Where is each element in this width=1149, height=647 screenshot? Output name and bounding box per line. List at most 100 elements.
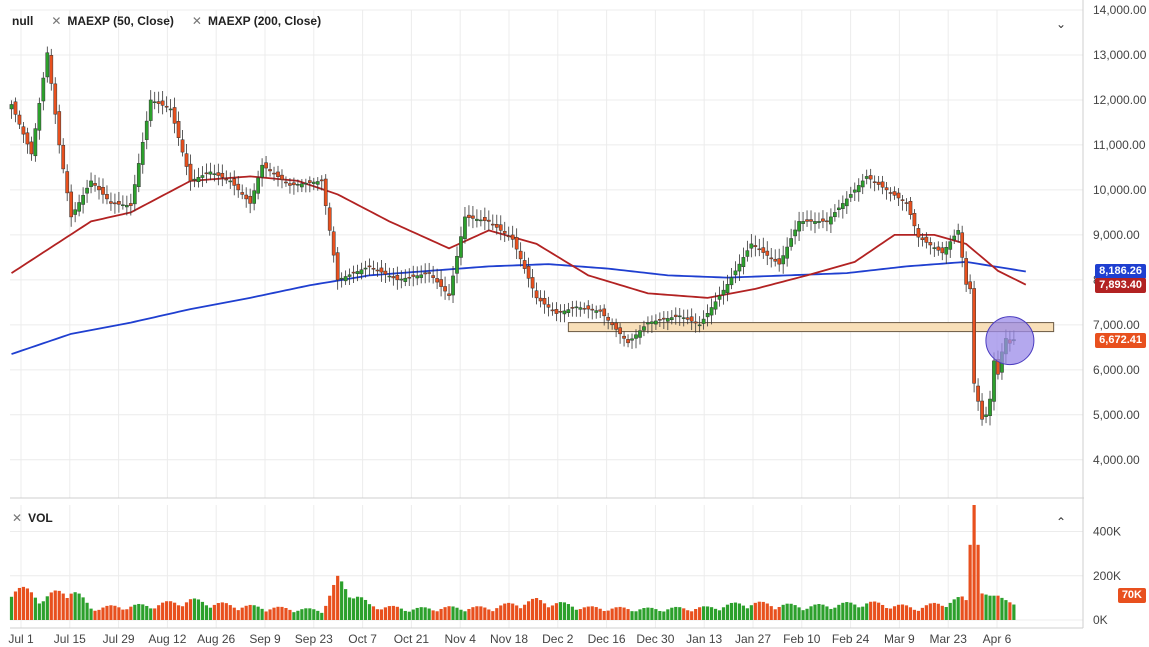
- candle: [427, 262, 432, 283]
- volume-bar: [992, 595, 996, 620]
- candle-body: [661, 317, 666, 320]
- volume-bar: [761, 601, 765, 620]
- candle: [180, 129, 185, 157]
- volume-bar: [920, 607, 924, 620]
- candle-body: [200, 175, 205, 178]
- remove-ma200-icon[interactable]: ✕: [191, 14, 202, 28]
- candle: [296, 179, 300, 193]
- volume-bar: [606, 610, 610, 620]
- volume-bar: [749, 605, 753, 620]
- candle: [697, 316, 702, 333]
- x-tick-label: Dec 2: [542, 632, 574, 646]
- x-tick-label: Apr 6: [983, 632, 1012, 646]
- volume-bar: [296, 610, 300, 620]
- volume-bar: [499, 605, 503, 620]
- volume-bar: [451, 606, 455, 620]
- volume-bar: [17, 587, 22, 620]
- candle: [745, 240, 750, 262]
- volume-bar: [97, 609, 101, 620]
- volume-bar: [363, 599, 368, 620]
- candle: [749, 234, 754, 258]
- candle-body: [538, 297, 543, 302]
- candle: [578, 301, 583, 317]
- volume-bar: [781, 604, 785, 620]
- candle: [944, 241, 949, 265]
- remove-volume-icon[interactable]: ✕: [12, 511, 23, 525]
- candle-body: [77, 202, 81, 212]
- x-tick-label: Mar 9: [884, 632, 915, 646]
- candle-body: [872, 181, 877, 183]
- candle-body: [936, 246, 941, 251]
- volume-bar: [614, 607, 618, 620]
- candle: [132, 174, 137, 212]
- volume-bar: [153, 608, 157, 620]
- candle: [948, 235, 953, 258]
- candle-body: [848, 194, 853, 198]
- candle-body: [821, 218, 825, 222]
- candles-layer: [9, 46, 1016, 426]
- candle-body: [634, 334, 638, 339]
- candle-body: [932, 247, 937, 249]
- chevron-up-icon[interactable]: ⌃: [1055, 515, 1067, 529]
- candle: [705, 304, 710, 327]
- candle-body: [761, 247, 766, 253]
- volume-bar: [355, 596, 360, 620]
- candle: [717, 286, 722, 307]
- volume-bar: [145, 605, 149, 620]
- candle: [140, 132, 145, 174]
- volume-bar: [777, 607, 781, 620]
- candle: [331, 226, 336, 263]
- chevron-down-icon[interactable]: ⌄: [1055, 17, 1067, 31]
- candle-body: [176, 121, 181, 138]
- candle-body: [745, 250, 750, 257]
- remove-ma50-icon[interactable]: ✕: [51, 14, 62, 28]
- volume-bar: [873, 601, 877, 620]
- candle-body: [534, 290, 539, 299]
- candle-body: [912, 213, 917, 227]
- axis-layer: Jul 1 Jul 15 Jul 29 Aug 12 Aug 26 Sep 9 Sep 23…: [8, 0, 1147, 646]
- candle-body: [769, 257, 774, 260]
- candle-body: [773, 258, 778, 262]
- candle-body: [41, 77, 46, 102]
- volume-bar: [507, 602, 511, 620]
- candle: [292, 177, 296, 195]
- candle: [737, 254, 742, 281]
- candle: [152, 91, 157, 110]
- candle-body: [646, 322, 650, 325]
- volume-bar: [93, 610, 97, 620]
- volume-bar: [877, 602, 881, 620]
- volume-bar: [204, 605, 209, 620]
- candle: [880, 175, 885, 195]
- candle: [256, 170, 260, 200]
- volume-bar: [896, 604, 901, 620]
- candle: [689, 308, 694, 331]
- candle-body: [355, 271, 360, 275]
- volume-bar: [447, 606, 451, 620]
- volume-bar: [268, 609, 272, 620]
- candle: [359, 262, 364, 280]
- candle-body: [586, 305, 591, 310]
- candle: [300, 179, 304, 193]
- volume-bar: [757, 601, 761, 620]
- candle: [693, 313, 698, 333]
- volume-bar: [483, 607, 487, 620]
- volume-bar: [196, 599, 201, 620]
- volume-bar: [375, 609, 380, 620]
- ma200-line: [11, 260, 1026, 355]
- candle-body: [892, 191, 897, 196]
- candle: [61, 138, 66, 174]
- candle: [407, 268, 412, 286]
- candle-body: [749, 243, 754, 249]
- candle-body: [423, 272, 428, 275]
- volume-bar: [53, 590, 57, 620]
- candle-body: [144, 120, 149, 140]
- volume-bar: [769, 606, 773, 620]
- y-tick-label: 7,000.00: [1093, 318, 1140, 332]
- candle: [156, 91, 161, 114]
- candle-body: [280, 174, 284, 180]
- candle: [303, 178, 308, 193]
- volume-bar: [817, 604, 821, 620]
- candle-body: [339, 277, 344, 280]
- candle: [248, 188, 253, 214]
